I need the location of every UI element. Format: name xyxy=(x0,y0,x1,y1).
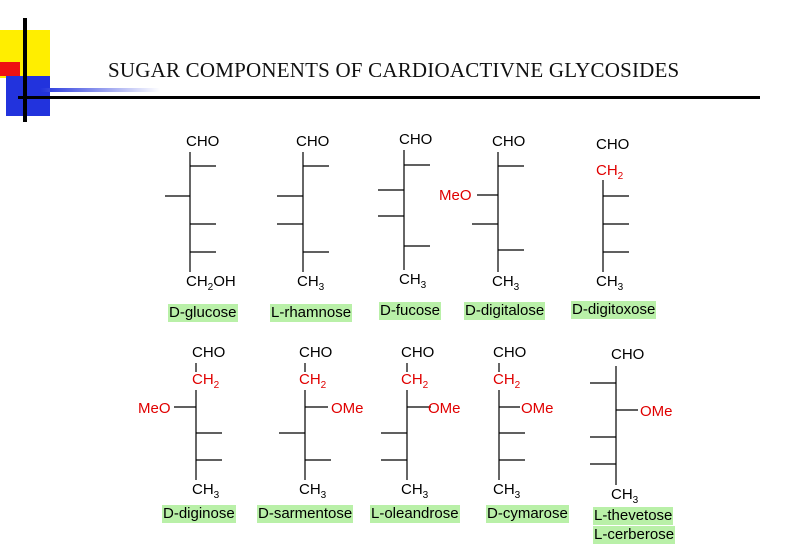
sugar-name-d-diginose: D-diginose xyxy=(162,505,236,523)
top-group-label: CHO xyxy=(186,133,219,150)
methoxy-label: OMe xyxy=(428,400,461,417)
bottom-group-label: CH3 xyxy=(596,273,624,293)
sugar-name-d-glucose: D-glucose xyxy=(168,304,238,322)
bottom-group-label: CH3 xyxy=(492,273,520,293)
bottom-group-label: CH3 xyxy=(493,481,521,501)
top-group-label: CHO xyxy=(296,133,329,150)
sugar-name-l-oleandrose: L-oleandrose xyxy=(370,505,460,523)
deoxy-group-label: CH2 xyxy=(192,371,220,391)
sugar-name-d-digitoxose: D-digitoxose xyxy=(571,301,657,319)
deoxy-group-label: CH2 xyxy=(493,371,521,391)
deoxy-group-label: CH2 xyxy=(401,371,429,391)
bottom-group-label: CH3 xyxy=(611,486,639,506)
slide-title: SUGAR COMPONENTS OF CARDIOACTIVNE GLYCOS… xyxy=(108,58,680,82)
structure-d-glucose: CHO CH2OH xyxy=(165,133,236,293)
structure-d-fucose: CHO CH3 xyxy=(378,131,432,291)
bottom-group-label: CH3 xyxy=(299,481,327,501)
title-horizontal-rule xyxy=(18,96,760,99)
methoxy-label: OMe xyxy=(640,403,673,420)
top-group-label: CHO xyxy=(596,136,629,153)
structure-d-diginose: CHO CH2 MeO CH3 xyxy=(138,344,225,501)
structure-l-rhamnose: CHO CH3 xyxy=(277,133,329,293)
methoxy-label: OMe xyxy=(331,400,364,417)
top-group-label: CHO xyxy=(299,344,332,361)
sugar-name-d-sarmentose: D-sarmentose xyxy=(257,505,354,523)
sugar-name-d-digitalose: D-digitalose xyxy=(464,302,546,320)
bottom-group-label: CH3 xyxy=(297,273,325,293)
top-group-label: CHO xyxy=(401,344,434,361)
structure-d-cymarose: CHO CH2 OMe CH3 xyxy=(493,344,554,501)
top-group-label: CHO xyxy=(611,346,644,363)
deoxy-group-label: CH2 xyxy=(299,371,327,391)
sugar-name-d-fucose: D-fucose xyxy=(379,302,442,320)
sugar-name-d-cymarose: D-cymarose xyxy=(486,505,569,523)
structure-l-thevetose: CHO OMe CH3 xyxy=(590,346,673,506)
deoxy-group-label: CH2 xyxy=(596,162,624,182)
structure-d-sarmentose: CHO CH2 OMe CH3 xyxy=(279,344,364,501)
sugar-name-l-rhamnose: L-rhamnose xyxy=(270,304,353,322)
structure-l-oleandrose: CHO CH2 OMe CH3 xyxy=(381,344,461,501)
top-group-label: CHO xyxy=(399,131,432,148)
top-group-label: CHO xyxy=(493,344,526,361)
bottom-group-label: CH2OH xyxy=(186,273,236,293)
methoxy-label: MeO xyxy=(439,187,472,204)
bottom-group-label: CH3 xyxy=(399,271,427,291)
accent-red-square xyxy=(0,62,20,76)
structure-d-digitalose: CHO MeO CH3 xyxy=(439,133,525,293)
sugar-name-l-thevetose: L-thevetose xyxy=(593,507,674,525)
accent-blue-gradient xyxy=(40,88,160,92)
sugar-name-l-cerberose: L-cerberose xyxy=(593,526,676,544)
top-group-label: CHO xyxy=(192,344,225,361)
bottom-group-label: CH3 xyxy=(401,481,429,501)
bottom-group-label: CH3 xyxy=(192,481,220,501)
title-vertical-rule xyxy=(23,18,27,122)
methoxy-label: MeO xyxy=(138,400,171,417)
methoxy-label: OMe xyxy=(521,400,554,417)
top-group-label: CHO xyxy=(492,133,525,150)
structure-d-digitoxose: CHO CH2 CH3 xyxy=(596,136,629,293)
